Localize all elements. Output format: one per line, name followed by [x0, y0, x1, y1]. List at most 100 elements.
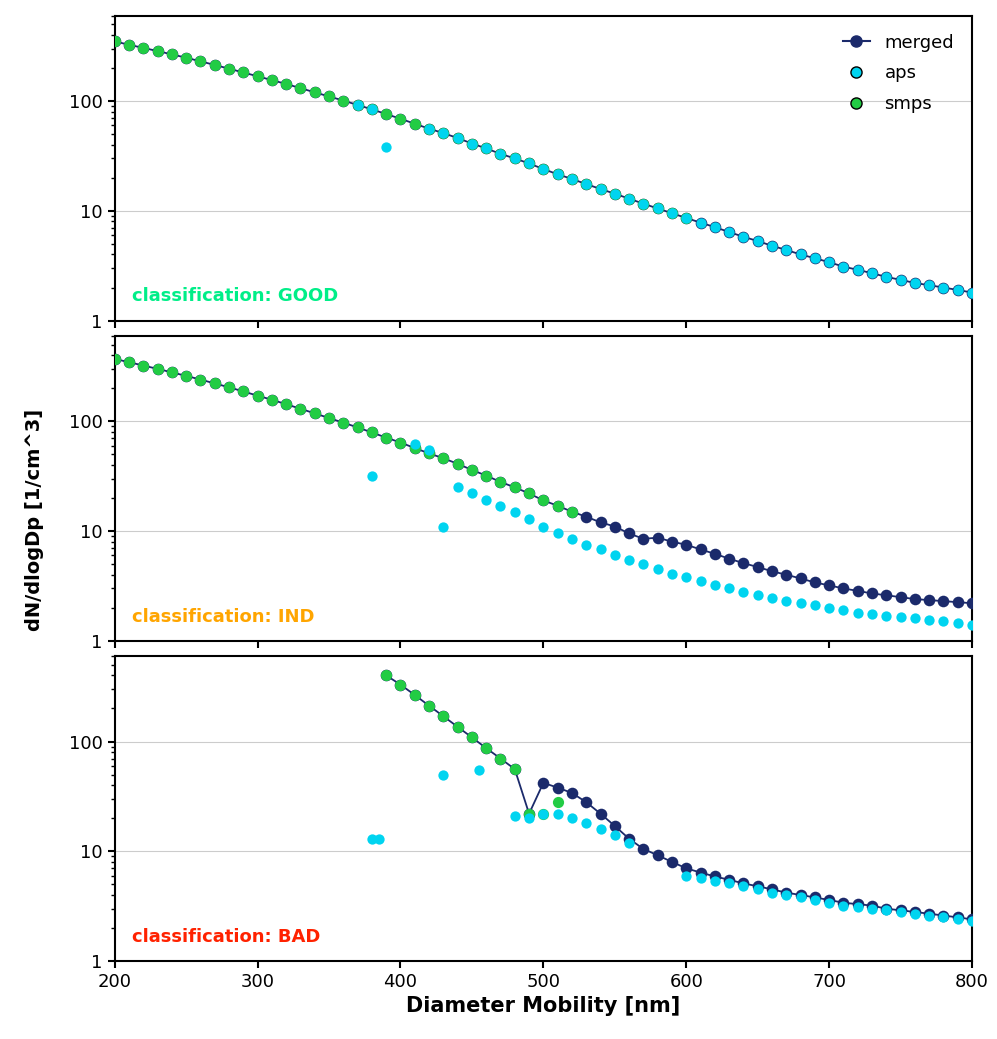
Point: [721, 580, 737, 596]
Point: [350, 97, 366, 113]
Point: [107, 33, 123, 50]
Point: [450, 130, 466, 146]
Point: [835, 580, 851, 596]
Point: [750, 881, 766, 898]
Point: [664, 205, 680, 221]
Point: [535, 161, 551, 178]
Point: [278, 396, 294, 412]
Point: [378, 429, 394, 446]
Point: [621, 552, 637, 568]
Point: [535, 774, 551, 791]
Point: [235, 64, 251, 81]
Point: [393, 434, 409, 451]
Point: [549, 166, 565, 183]
Point: [807, 889, 823, 906]
Point: [393, 110, 409, 127]
Point: [292, 400, 308, 417]
Point: [335, 92, 351, 109]
Point: [350, 419, 366, 435]
Point: [278, 76, 294, 92]
Point: [292, 400, 308, 417]
Point: [764, 238, 780, 255]
Point: [793, 889, 809, 906]
Point: [479, 492, 495, 509]
Point: [378, 106, 394, 123]
Point: [650, 530, 666, 547]
Point: [921, 905, 937, 922]
X-axis label: Diameter Mobility [nm]: Diameter Mobility [nm]: [406, 996, 681, 1016]
Point: [479, 740, 495, 756]
Point: [621, 190, 637, 207]
Point: [935, 279, 951, 296]
Point: [378, 429, 394, 446]
Point: [607, 185, 623, 202]
Point: [150, 43, 166, 59]
Point: [635, 841, 651, 857]
Point: [907, 905, 923, 922]
Point: [921, 277, 937, 294]
Point: [335, 415, 351, 431]
Point: [779, 884, 795, 901]
Point: [707, 219, 723, 236]
Point: [436, 125, 452, 141]
Point: [121, 36, 137, 53]
Point: [835, 895, 851, 911]
Point: [364, 424, 380, 441]
Point: [750, 878, 766, 895]
Point: [621, 190, 637, 207]
Point: [578, 794, 594, 810]
Point: [835, 259, 851, 275]
Point: [464, 729, 480, 746]
Point: [964, 911, 980, 928]
Point: [192, 371, 208, 388]
Point: [178, 50, 194, 66]
Point: [664, 205, 680, 221]
Point: [721, 223, 737, 240]
Point: [650, 201, 666, 217]
Point: [621, 830, 637, 847]
Point: [822, 600, 837, 616]
Point: [736, 229, 752, 245]
Point: [249, 388, 265, 404]
Point: [535, 518, 551, 535]
Point: [750, 587, 766, 604]
Point: [378, 667, 394, 684]
Point: [807, 597, 823, 614]
Point: [564, 170, 580, 187]
Point: [592, 805, 608, 822]
Point: [464, 461, 480, 478]
Point: [436, 125, 452, 141]
Point: [607, 547, 623, 563]
Point: [164, 46, 179, 62]
Point: [249, 68, 265, 84]
Point: [549, 525, 565, 541]
Point: [750, 233, 766, 249]
Point: [206, 57, 222, 74]
Point: [950, 594, 966, 611]
Point: [892, 904, 908, 921]
Point: [150, 43, 166, 59]
Point: [136, 39, 152, 56]
Point: [307, 84, 323, 101]
Point: [506, 761, 522, 777]
Point: [235, 64, 251, 81]
Point: [693, 864, 709, 881]
Point: [264, 392, 280, 408]
Point: [292, 80, 308, 97]
Point: [864, 585, 880, 602]
Point: [950, 909, 966, 926]
Point: [506, 479, 522, 496]
Point: [136, 357, 152, 374]
Point: [835, 898, 851, 914]
Point: [578, 815, 594, 831]
Point: [721, 551, 737, 567]
Point: [721, 223, 737, 240]
Point: [779, 886, 795, 903]
Point: [878, 269, 894, 286]
Point: [907, 610, 923, 627]
Point: [249, 388, 265, 404]
Point: [592, 181, 608, 197]
Point: [592, 821, 608, 837]
Point: [121, 354, 137, 371]
Point: [621, 190, 637, 207]
